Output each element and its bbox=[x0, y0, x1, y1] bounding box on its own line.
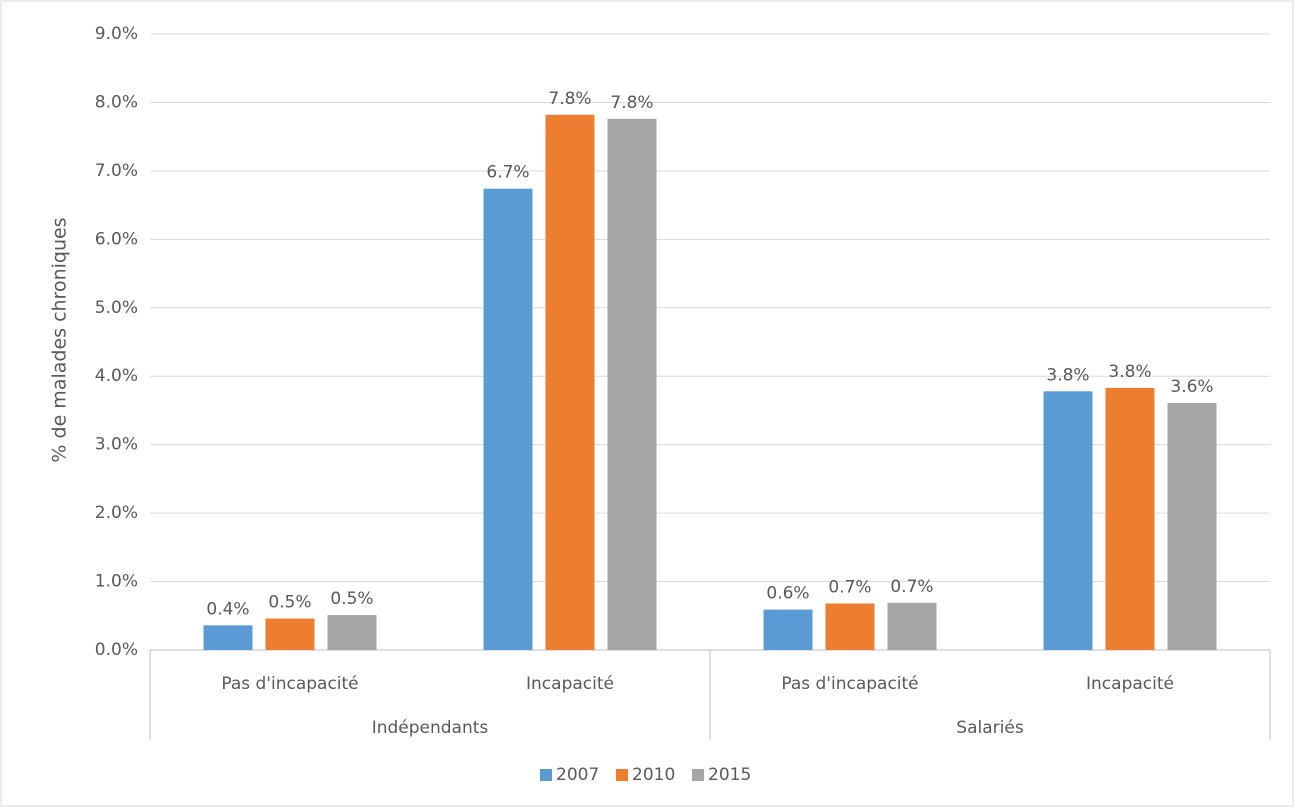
x-tick-label: Incapacité bbox=[526, 674, 614, 694]
bar bbox=[887, 602, 937, 650]
legend-label: 2007 bbox=[556, 765, 599, 785]
data-label: 3.8% bbox=[1108, 362, 1151, 382]
group-label: Salariés bbox=[956, 718, 1024, 738]
bar bbox=[763, 609, 813, 650]
y-tick-label: 2.0% bbox=[95, 503, 138, 523]
bar bbox=[545, 114, 595, 650]
bar bbox=[327, 615, 377, 650]
bar bbox=[1043, 391, 1093, 650]
y-axis-title: % de malades chroniques bbox=[49, 217, 71, 462]
x-tick-label: Incapacité bbox=[1086, 674, 1174, 694]
x-tick-label: Pas d'incapacité bbox=[781, 674, 918, 694]
y-tick-label: 0.0% bbox=[95, 640, 138, 660]
data-label: 0.7% bbox=[890, 577, 933, 597]
legend-swatch bbox=[692, 769, 704, 781]
data-label: 3.6% bbox=[1170, 377, 1213, 397]
legend-label: 2015 bbox=[708, 765, 751, 785]
legend-label: 2010 bbox=[632, 765, 675, 785]
x-tick-label: Pas d'incapacité bbox=[221, 674, 358, 694]
y-tick-label: 1.0% bbox=[95, 572, 138, 592]
bar bbox=[607, 118, 657, 651]
y-tick-label: 8.0% bbox=[95, 92, 138, 112]
legend-swatch bbox=[616, 769, 628, 781]
group-label: Indépendants bbox=[372, 718, 489, 738]
bar bbox=[483, 188, 533, 650]
data-label: 0.6% bbox=[766, 584, 809, 604]
data-label: 3.8% bbox=[1046, 365, 1089, 385]
bar bbox=[265, 618, 315, 650]
data-label: 0.7% bbox=[828, 577, 871, 597]
data-label: 6.7% bbox=[486, 163, 529, 183]
y-tick-label: 7.0% bbox=[95, 161, 138, 181]
bar bbox=[1105, 387, 1155, 650]
y-tick-label: 9.0% bbox=[95, 24, 138, 44]
data-label: 0.5% bbox=[330, 589, 373, 609]
y-tick-label: 3.0% bbox=[95, 435, 138, 455]
y-tick-label: 5.0% bbox=[95, 298, 138, 318]
bar bbox=[203, 625, 253, 650]
data-label: 0.4% bbox=[206, 599, 249, 619]
data-label: 0.5% bbox=[268, 593, 311, 613]
legend-swatch bbox=[540, 769, 552, 781]
bar bbox=[825, 603, 875, 650]
y-tick-label: 4.0% bbox=[95, 366, 138, 386]
data-label: 7.8% bbox=[548, 89, 591, 109]
data-label: 7.8% bbox=[610, 93, 653, 113]
y-tick-label: 6.0% bbox=[95, 229, 138, 249]
bar bbox=[1167, 402, 1217, 650]
